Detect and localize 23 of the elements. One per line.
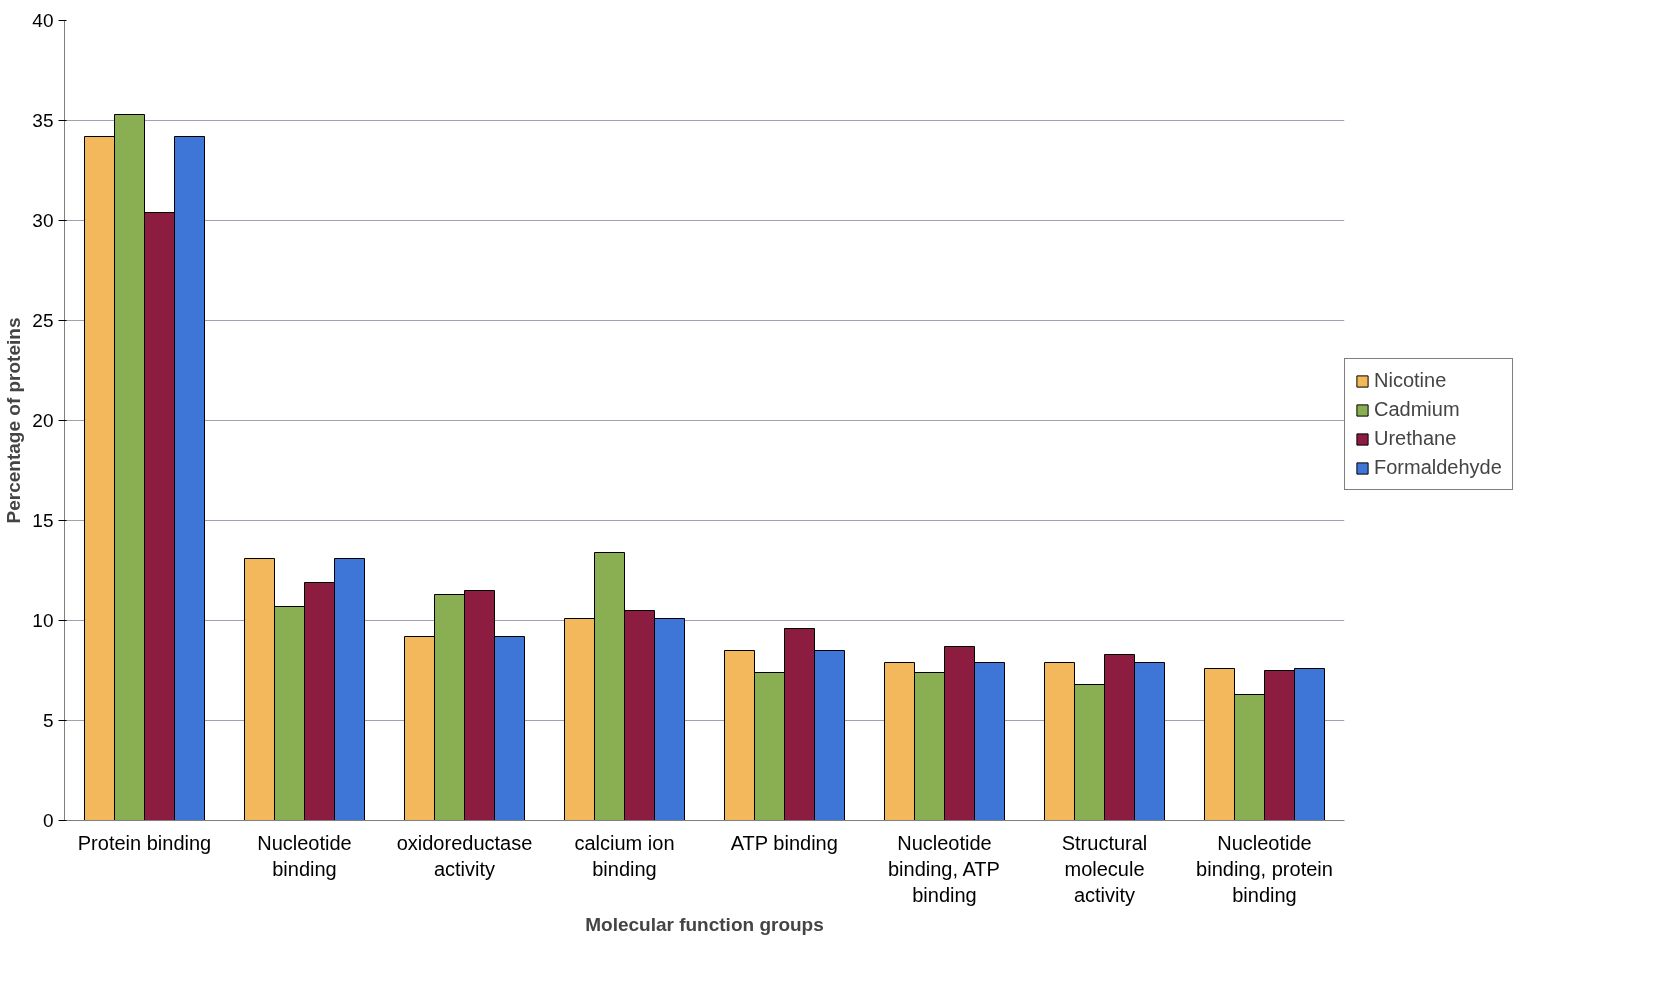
x-axis-title: Molecular function groups — [585, 914, 824, 936]
y-tick-label: 10 — [32, 610, 54, 631]
x-tick-label: ATP binding — [730, 831, 838, 854]
y-tick-label: 30 — [32, 210, 54, 231]
legend-label: Formaldehyde — [1374, 456, 1502, 479]
x-tick-label: Protein binding — [77, 831, 212, 854]
legend-label: Urethane — [1374, 427, 1457, 450]
y-tick-label: 15 — [32, 510, 54, 531]
y-axis-title: Percentage of proteins — [3, 317, 25, 524]
legend-label: Cadmium — [1374, 398, 1460, 421]
y-tick-label: 35 — [32, 110, 54, 131]
y-tick-label: 20 — [32, 410, 54, 431]
y-tick-label: 0 — [42, 810, 54, 831]
x-tick-label: Nucleotide binding — [257, 831, 352, 880]
y-tick-label: 5 — [42, 710, 54, 731]
x-tick-label: Nucleotide binding, protein binding — [1196, 831, 1333, 907]
x-tick-label: Structural molecule activity — [1061, 831, 1148, 907]
y-tick-label: 25 — [32, 310, 54, 331]
y-tick-label: 40 — [32, 10, 54, 31]
x-tick-label: Nucleotide binding, ATP binding — [887, 831, 1000, 907]
x-tick-label: oxidoreductase activity — [396, 831, 533, 880]
x-tick-label: calcium ion binding — [574, 831, 675, 880]
legend-label: Nicotine — [1374, 369, 1447, 392]
